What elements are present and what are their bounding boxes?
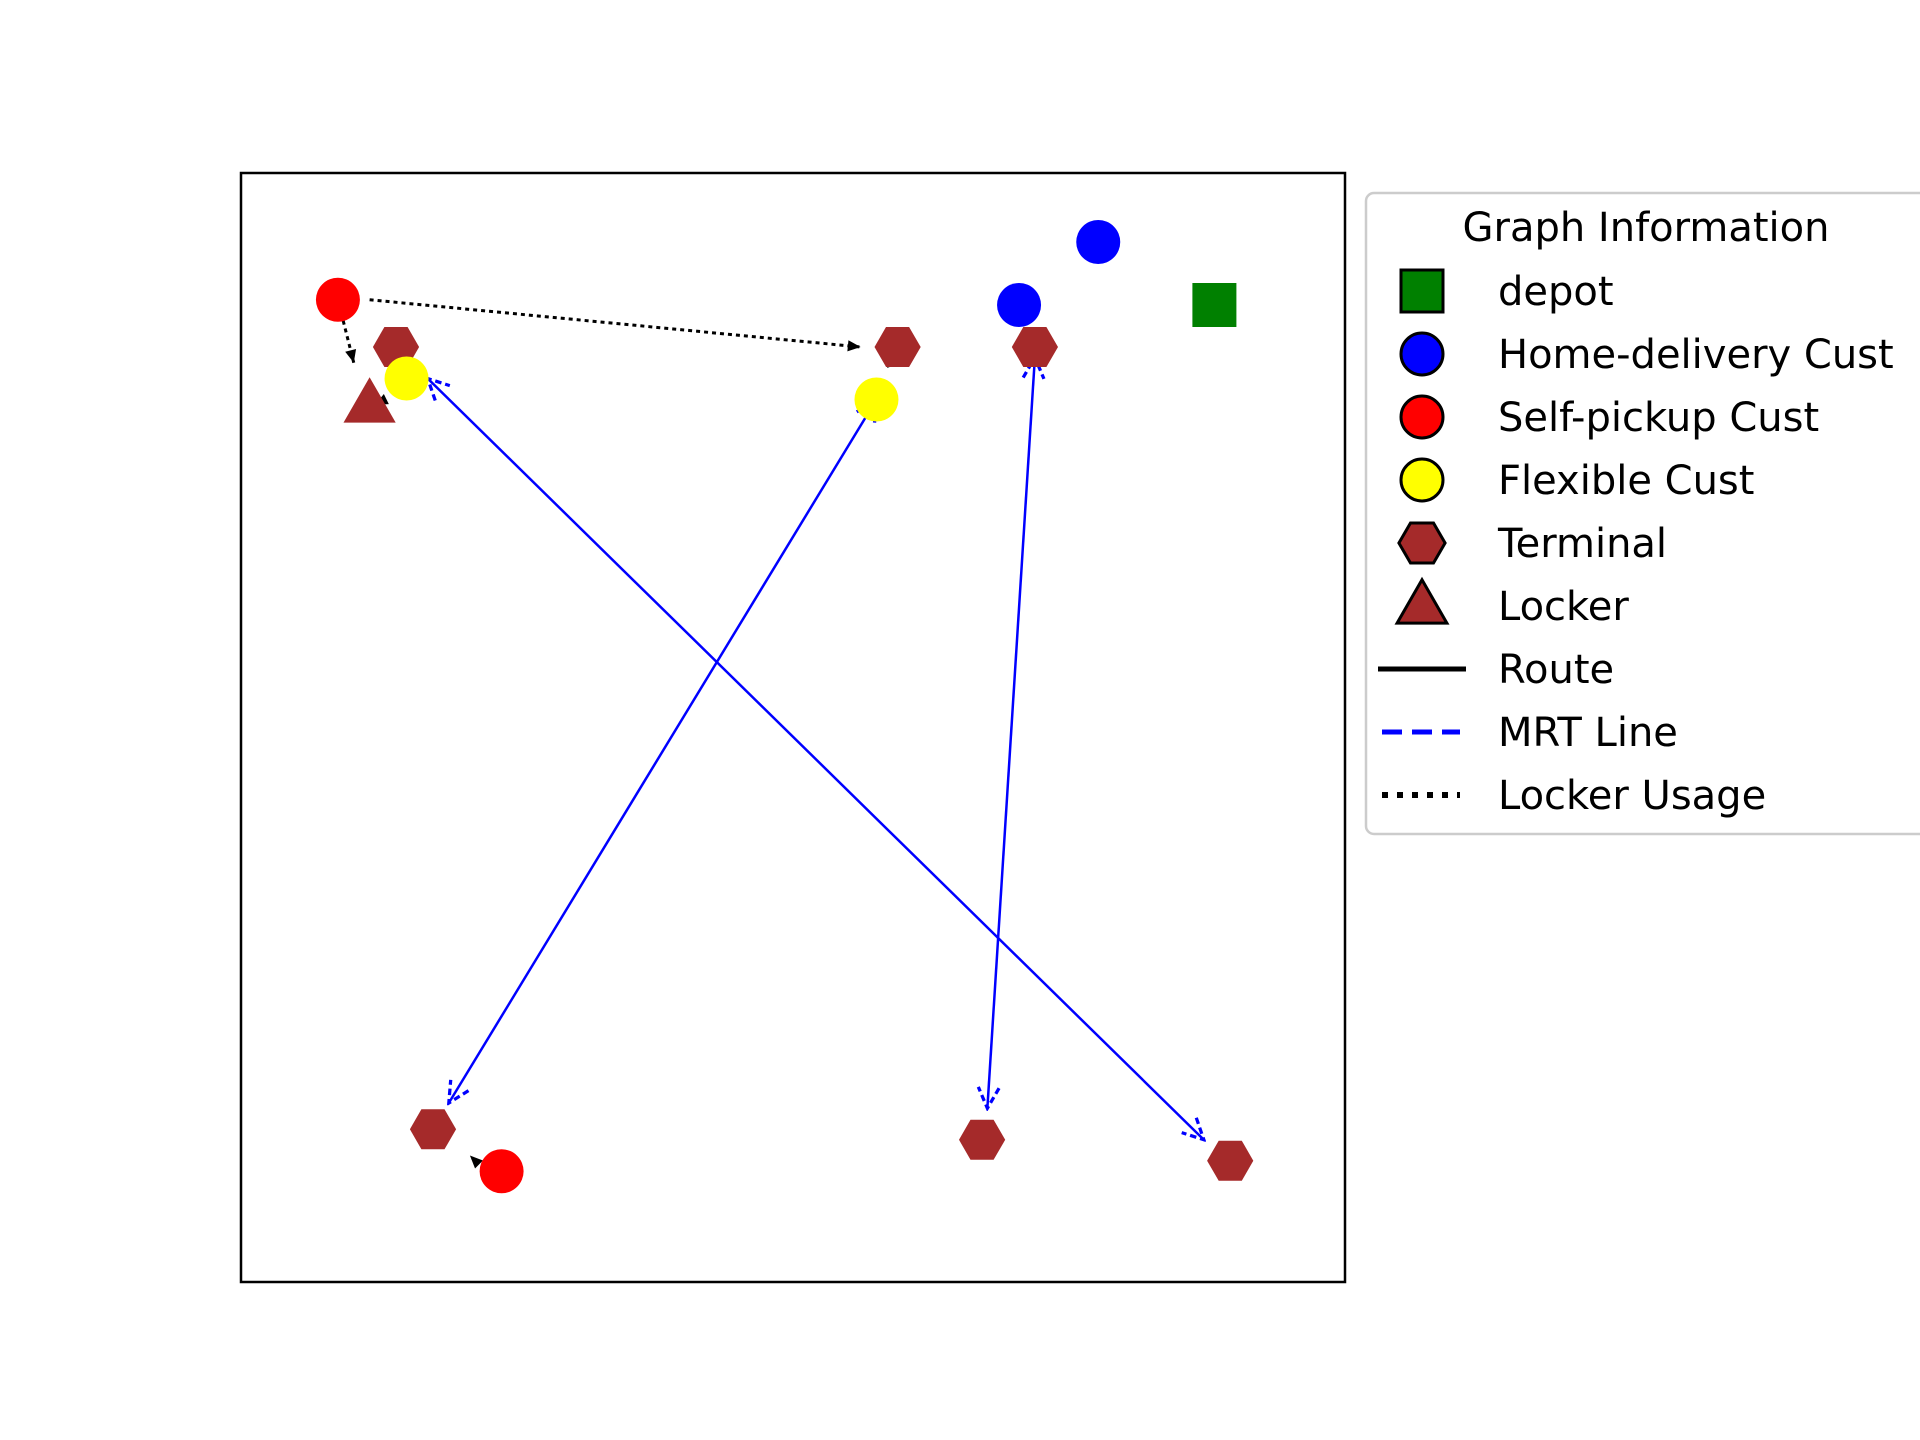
terminal-node <box>874 327 921 367</box>
legend-label: Terminal <box>1497 521 1667 567</box>
home-node <box>1076 220 1121 264</box>
legend-label: Route <box>1498 647 1614 693</box>
legend-label: Locker <box>1498 584 1629 630</box>
self-node <box>315 277 360 322</box>
legend-item-self: Self-pickup Cust <box>1399 394 1819 441</box>
legend-label: depot <box>1498 269 1614 315</box>
legend-swatch-terminal <box>1397 521 1447 565</box>
legend-label: Home-delivery Cust <box>1498 332 1894 378</box>
mrt-line-layer <box>428 358 1204 1140</box>
legend-item-depot: depot <box>1399 268 1614 315</box>
legend-label: MRT Line <box>1498 710 1678 756</box>
legend-label: Self-pickup Cust <box>1498 395 1819 441</box>
legend-item-mrt: MRT Line <box>1382 710 1678 756</box>
terminal-node <box>409 1109 457 1150</box>
legend-swatch-locker <box>1394 576 1450 625</box>
legend-swatch-depot <box>1399 268 1445 314</box>
depot-node <box>1192 283 1237 327</box>
flex-node <box>854 377 899 422</box>
legend-item-terminal: Terminal <box>1397 521 1667 567</box>
legend-item-locker_usage: Locker Usage <box>1382 773 1766 819</box>
legend-title: Graph Information <box>1463 205 1830 251</box>
legend-item-route: Route <box>1378 647 1614 693</box>
terminal-node <box>1207 1140 1254 1181</box>
mrt-line <box>428 379 1204 1140</box>
legend-box <box>1364 191 1920 836</box>
locker-node <box>343 377 396 423</box>
flex-node <box>384 356 429 401</box>
terminal-node <box>959 1119 1006 1160</box>
legend-swatch-flex <box>1399 457 1445 503</box>
node-layer <box>315 220 1254 1194</box>
terminal-node <box>1011 327 1058 367</box>
legend-label: Flexible Cust <box>1498 458 1754 504</box>
legend-swatch-home <box>1399 331 1445 377</box>
locker-usage-arrow <box>369 298 861 352</box>
legend-item-locker: Locker <box>1394 576 1629 630</box>
legend-items: depot Home-delivery Cust Self-pickup Cust F… <box>1378 268 1894 819</box>
legend: Graph Information depot Home-delivery Cus… <box>1364 191 1920 836</box>
legend-item-flex: Flexible Cust <box>1399 457 1754 504</box>
self-node <box>479 1149 524 1194</box>
legend-item-home: Home-delivery Cust <box>1399 331 1894 378</box>
legend-label: Locker Usage <box>1498 773 1766 819</box>
legend-swatch-self <box>1399 394 1445 440</box>
plot-frame <box>239 171 1347 1284</box>
home-node <box>997 283 1042 327</box>
